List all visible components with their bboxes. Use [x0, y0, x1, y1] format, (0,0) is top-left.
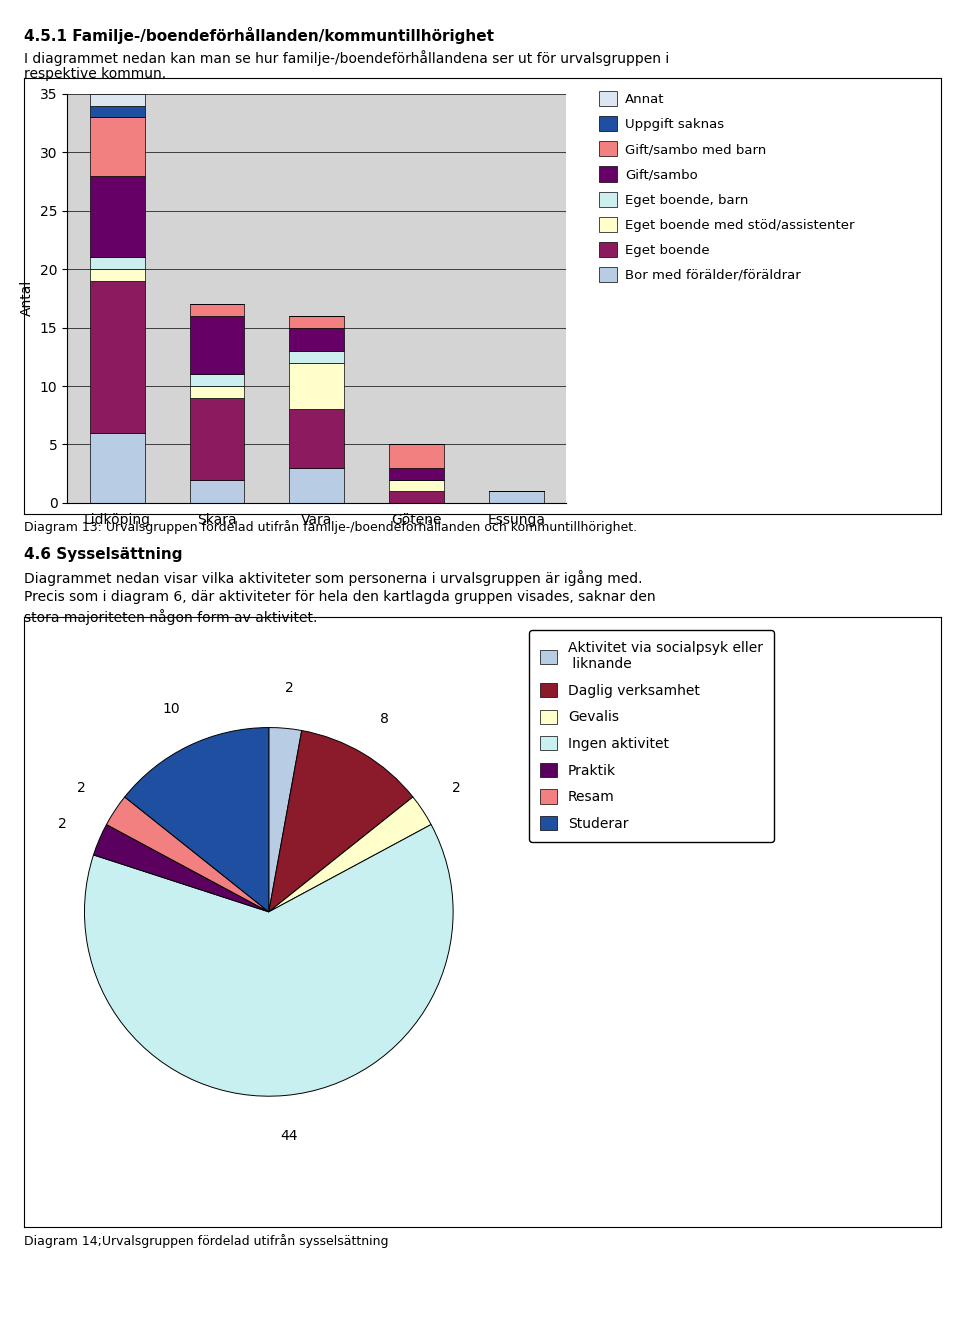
- Bar: [90, 433, 145, 503]
- Text: 4.6 Sysselsättning: 4.6 Sysselsättning: [24, 547, 182, 562]
- Bar: [190, 374, 245, 386]
- Bar: [90, 270, 145, 280]
- Text: Diagram 13: Urvalsgruppen fördelad utifrån familje-/boendeförhållanden och kommu: Diagram 13: Urvalsgruppen fördelad utifr…: [24, 520, 637, 534]
- Bar: [90, 106, 145, 117]
- Wedge shape: [269, 728, 301, 912]
- Bar: [289, 362, 345, 409]
- Bar: [190, 386, 245, 398]
- Bar: [489, 491, 543, 503]
- Bar: [389, 480, 444, 491]
- Bar: [389, 468, 444, 480]
- Text: 2: 2: [58, 817, 66, 830]
- Y-axis label: Antal: Antal: [20, 280, 35, 316]
- Bar: [389, 444, 444, 468]
- Legend: Aktivitet via socialpsyk eller
 liknande, Daglig verksamhet, Gevalis, Ingen akti: Aktivitet via socialpsyk eller liknande,…: [529, 630, 774, 842]
- Wedge shape: [269, 731, 413, 912]
- Bar: [289, 468, 345, 503]
- Wedge shape: [125, 728, 269, 912]
- Legend: Annat, Uppgift saknas, Gift/sambo med barn, Gift/sambo, Eget boende, barn, Eget : Annat, Uppgift saknas, Gift/sambo med ba…: [592, 84, 861, 288]
- Wedge shape: [93, 825, 269, 912]
- Bar: [90, 280, 145, 433]
- Text: 10: 10: [162, 703, 180, 716]
- Text: stora majoriteten någon form av aktivitet.: stora majoriteten någon form av aktivite…: [24, 609, 318, 625]
- Bar: [90, 117, 145, 176]
- Bar: [190, 304, 245, 316]
- Bar: [289, 351, 345, 362]
- Bar: [389, 491, 444, 503]
- Bar: [90, 176, 145, 257]
- Text: Diagram 14;Urvalsgruppen fördelad utifrån sysselsättning: Diagram 14;Urvalsgruppen fördelad utifrå…: [24, 1234, 389, 1247]
- Text: 2: 2: [77, 780, 85, 795]
- Bar: [289, 327, 345, 351]
- Text: 44: 44: [280, 1129, 298, 1143]
- Text: 8: 8: [380, 712, 389, 725]
- Text: 4.5.1 Familje-/boendeförhållanden/kommuntillhörighet: 4.5.1 Familje-/boendeförhållanden/kommun…: [24, 27, 494, 44]
- Bar: [190, 398, 245, 480]
- Wedge shape: [107, 797, 269, 912]
- Text: 2: 2: [452, 780, 461, 795]
- Bar: [190, 316, 245, 374]
- Wedge shape: [269, 797, 431, 912]
- Text: Precis som i diagram 6, där aktiviteter för hela den kartlagda gruppen visades, : Precis som i diagram 6, där aktiviteter …: [24, 590, 656, 603]
- Text: 2: 2: [284, 681, 294, 695]
- Text: I diagrammet nedan kan man se hur familje-/boendeförhållandena ser ut för urvals: I diagrammet nedan kan man se hur familj…: [24, 50, 669, 66]
- Bar: [190, 480, 245, 503]
- Text: Diagrammet nedan visar vilka aktiviteter som personerna i urvalsgruppen är igång: Diagrammet nedan visar vilka aktiviteter…: [24, 570, 642, 586]
- Bar: [289, 316, 345, 327]
- Bar: [90, 94, 145, 106]
- Text: respektive kommun.: respektive kommun.: [24, 67, 166, 80]
- Bar: [289, 409, 345, 468]
- Wedge shape: [84, 825, 453, 1096]
- Bar: [90, 257, 145, 270]
